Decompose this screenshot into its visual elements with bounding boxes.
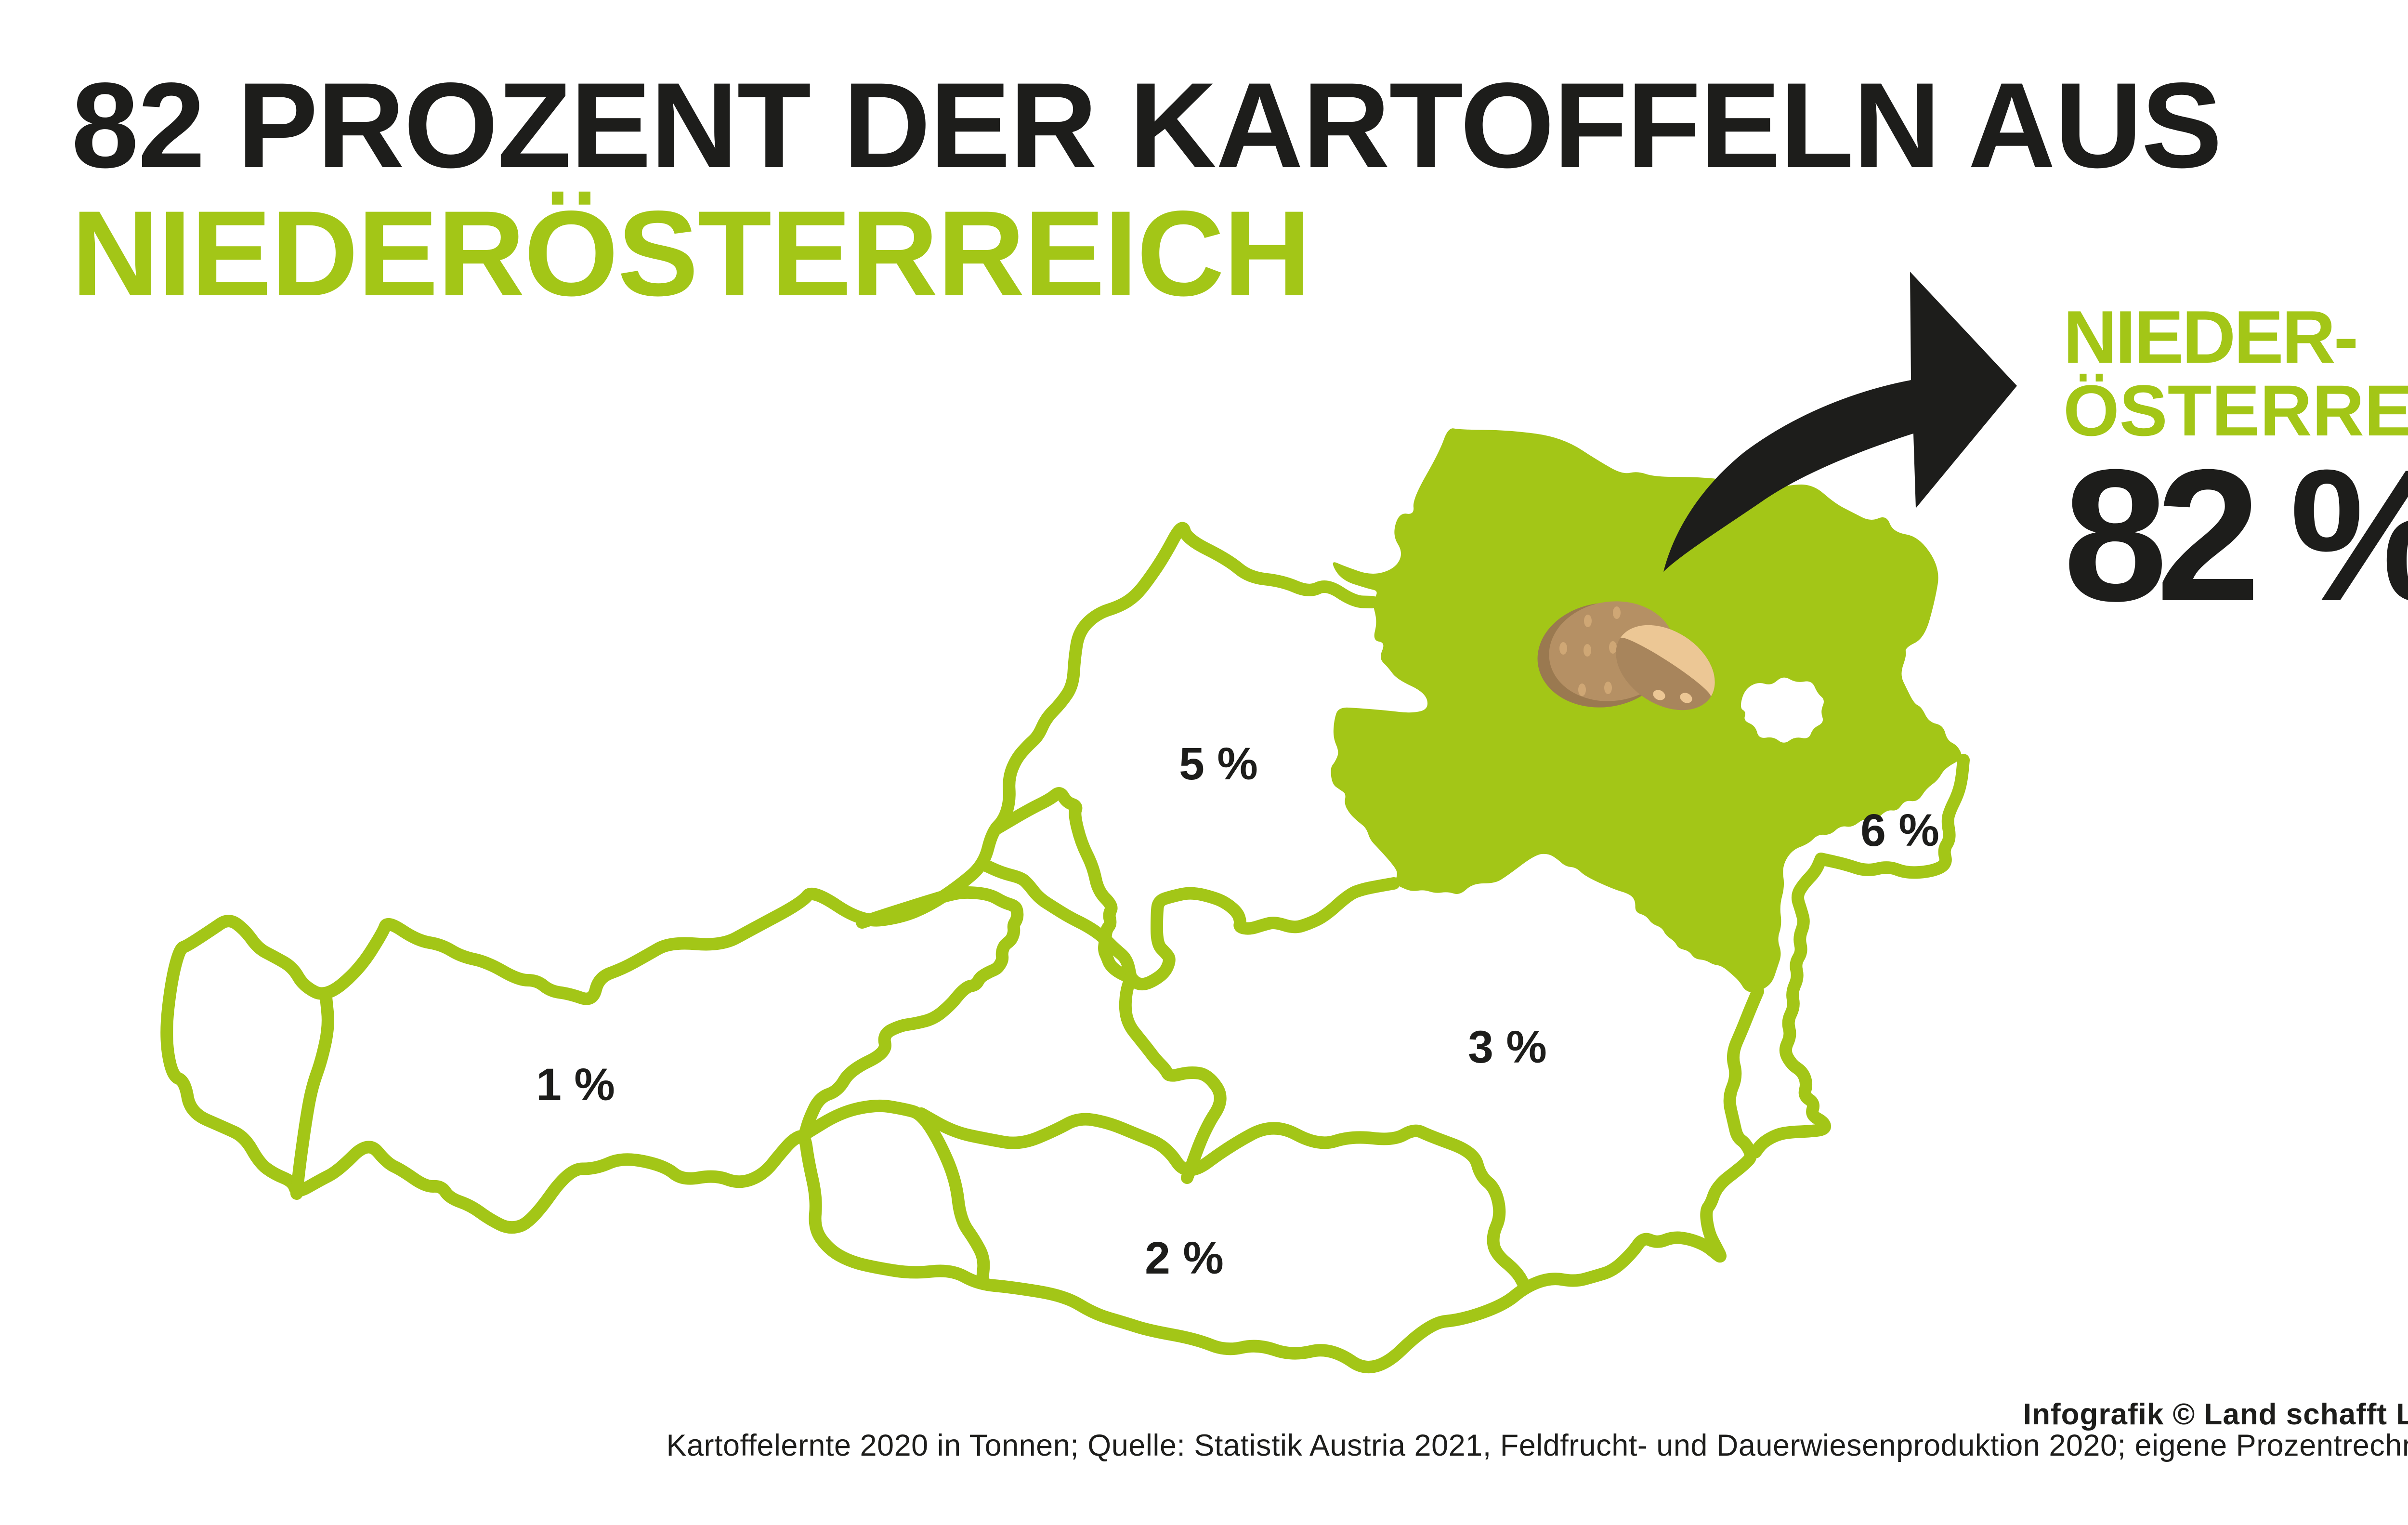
svg-text:ÖSTERREICH: ÖSTERREICH bbox=[2063, 370, 2408, 451]
svg-text:5 %: 5 % bbox=[1179, 738, 1258, 789]
svg-text:82 PROZENT DER KARTOFFELN AUS: 82 PROZENT DER KARTOFFELN AUS bbox=[71, 58, 2221, 193]
svg-text:3 %: 3 % bbox=[1468, 1022, 1547, 1073]
svg-text:6 %: 6 % bbox=[1860, 805, 1939, 856]
svg-text:Kartoffelernte 2020 in Tonnen;: Kartoffelernte 2020 in Tonnen; Quelle: S… bbox=[666, 1429, 2408, 1462]
svg-text:82 %: 82 % bbox=[2063, 430, 2408, 640]
svg-text:2 %: 2 % bbox=[1145, 1233, 1224, 1284]
svg-text:Infografik © Land schafft Lebe: Infografik © Land schafft Leben 2021 bbox=[2023, 1398, 2408, 1431]
svg-text:NIEDERÖSTERREICH: NIEDERÖSTERREICH bbox=[71, 186, 1310, 321]
svg-text:NIEDER-: NIEDER- bbox=[2063, 295, 2356, 379]
svg-text:1 %: 1 % bbox=[536, 1059, 615, 1110]
